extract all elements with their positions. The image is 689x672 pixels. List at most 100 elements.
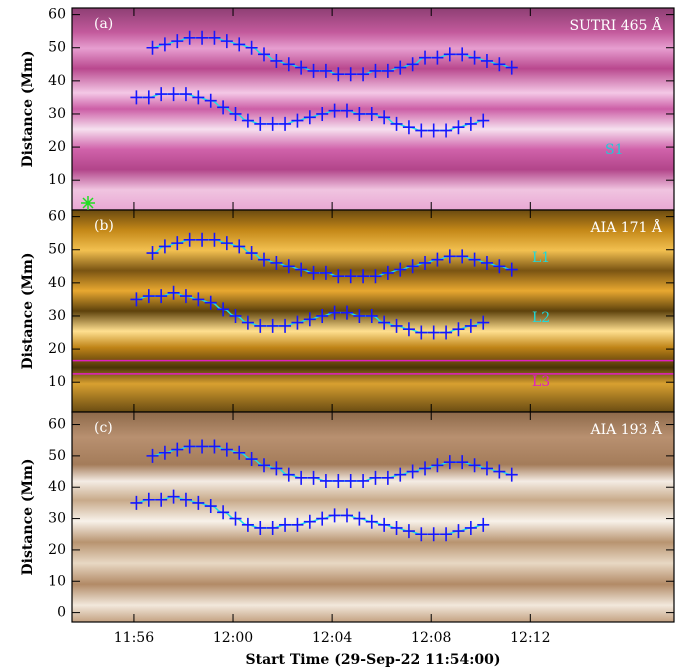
- trace-point: [353, 106, 366, 121]
- trace-point: [378, 315, 391, 330]
- trace-point: [146, 40, 159, 55]
- trace-point: [344, 473, 357, 488]
- y-tick-label: 50: [48, 242, 66, 258]
- trace-point: [158, 239, 171, 254]
- trace-point: [220, 442, 233, 457]
- trace-point: [381, 265, 394, 280]
- trace-point: [390, 116, 403, 131]
- trace-point: [419, 50, 432, 65]
- trace-point: [204, 499, 217, 514]
- trace-point: [369, 470, 382, 485]
- trace-point: [468, 458, 481, 473]
- trace-point: [381, 63, 394, 78]
- trace-point: [270, 53, 283, 68]
- trace-point: [229, 106, 242, 121]
- trace-point: [208, 439, 221, 454]
- trace-point: [291, 315, 304, 330]
- trace-point: [477, 315, 490, 330]
- trace-point: [440, 123, 453, 138]
- trace-point: [208, 30, 221, 45]
- y-tick-label: 60: [48, 7, 66, 23]
- trace-point: [204, 295, 217, 310]
- instrument-label: AIA 193 Å: [590, 420, 663, 438]
- trace-point: [357, 269, 370, 284]
- trace-point: [402, 322, 415, 337]
- trace-point: [155, 87, 168, 102]
- trace-point: [167, 87, 180, 102]
- trace-point: [270, 461, 283, 476]
- panel-label: (b): [94, 218, 114, 234]
- panel-background: [72, 8, 674, 210]
- trace-point: [353, 511, 366, 526]
- trace-point: [406, 259, 419, 274]
- trace-point: [406, 464, 419, 479]
- trace-point: [179, 492, 192, 507]
- x-tick-label: 11:56: [114, 630, 154, 646]
- y-tick-label: 30: [48, 106, 66, 122]
- trace-point: [266, 116, 279, 131]
- trace-point: [480, 255, 493, 270]
- trace-point: [480, 53, 493, 68]
- trace-point: [295, 470, 308, 485]
- trace-point: [464, 116, 477, 131]
- trace-point: [464, 318, 477, 333]
- trace-point: [357, 67, 370, 82]
- y-tick-label: 40: [48, 479, 66, 495]
- trace-point: [171, 236, 184, 251]
- x-tick-label: 12:08: [411, 630, 451, 646]
- trace-point: [505, 262, 518, 277]
- trace-point: [394, 262, 407, 277]
- trace-point: [282, 467, 295, 482]
- trace-point: [183, 232, 196, 247]
- trace-point: [142, 492, 155, 507]
- trace-point: [167, 489, 180, 504]
- x-tick-label: 12:00: [213, 630, 253, 646]
- trace-point: [394, 60, 407, 75]
- trace-point: [456, 249, 469, 264]
- trace-point: [493, 259, 506, 274]
- trace-point: [155, 289, 168, 304]
- trace-point: [427, 325, 440, 340]
- y-axis-label: Distance (Mm): [20, 51, 36, 168]
- trace-point: [316, 308, 329, 323]
- trace-point: [464, 520, 477, 535]
- trace-point: [254, 116, 267, 131]
- trace-point: [328, 103, 341, 118]
- panel-label: (a): [94, 16, 113, 32]
- trace-point: [505, 60, 518, 75]
- trace-point: [365, 514, 378, 529]
- trace-point: [183, 439, 196, 454]
- panel-plot: [130, 30, 518, 138]
- trace-point: [378, 110, 391, 125]
- trace-point: [130, 90, 143, 105]
- trace-point: [452, 120, 465, 135]
- trace-point: [307, 63, 320, 78]
- panel-plot: [130, 439, 518, 542]
- y-tick-label: 30: [48, 308, 66, 324]
- trace-point: [443, 455, 456, 470]
- y-tick-label: 20: [48, 542, 66, 558]
- x-tick-label: 12:12: [510, 630, 550, 646]
- y-tick-label: 50: [48, 448, 66, 464]
- trace-point: [340, 305, 353, 320]
- trace-point: [220, 34, 233, 49]
- y-axis-label: Distance (Mm): [20, 253, 36, 370]
- trace-point: [192, 292, 205, 307]
- x-tick-label: 12:04: [312, 630, 352, 646]
- trace-point: [192, 495, 205, 510]
- trace-point: [220, 236, 233, 251]
- trace-point: [208, 232, 221, 247]
- trace-point: [171, 34, 184, 49]
- trace-point: [130, 292, 143, 307]
- trace-point: [365, 106, 378, 121]
- y-tick-label: 20: [48, 139, 66, 155]
- panels: 10 20 30 40 50 60 Distance (Mm) (a) SUTRI 465 Å S…: [20, 7, 675, 668]
- trace-point: [241, 315, 254, 330]
- trace-point: [344, 67, 357, 82]
- trace-point: [340, 508, 353, 523]
- trace-point: [295, 60, 308, 75]
- trace-point: [477, 517, 490, 532]
- trace-point: [291, 517, 304, 532]
- trace-point: [431, 50, 444, 65]
- annotation: L2: [532, 310, 550, 326]
